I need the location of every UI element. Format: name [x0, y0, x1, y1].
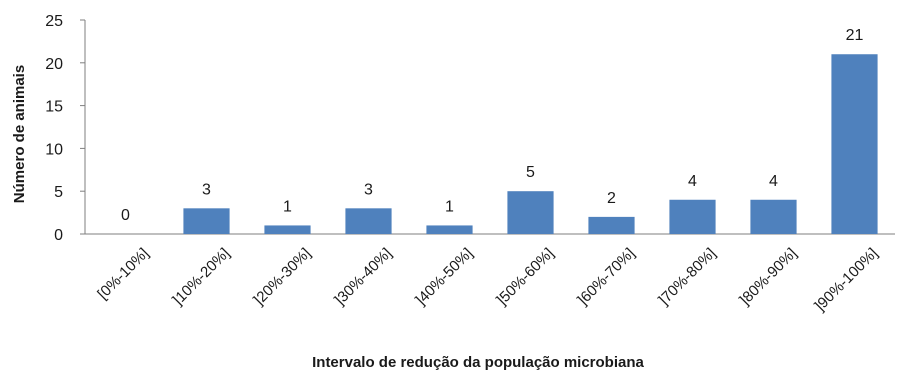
bar [507, 191, 554, 234]
x-tick-label: ]30%-40%] [331, 245, 395, 309]
y-axis-title: Número de animais [11, 65, 28, 203]
y-tick-label: 15 [45, 99, 63, 116]
data-label: 3 [364, 181, 373, 198]
x-tick-label: ]60%-70%] [574, 245, 638, 309]
bar [426, 225, 473, 234]
x-tick-label: ]50%-60%] [493, 245, 557, 309]
x-tick-label: ]10%-20%] [169, 245, 233, 309]
data-label: 21 [846, 27, 864, 44]
y-axis-ticks: 0 5 10 15 20 25 [45, 13, 85, 244]
y-tick-label: 20 [45, 56, 63, 73]
y-tick-label: 0 [54, 227, 63, 244]
y-tick-label: 25 [45, 13, 63, 30]
bar [588, 216, 635, 234]
x-tick-label: ]80%-90%] [736, 245, 800, 309]
bar [183, 208, 230, 234]
x-tick-label: [0%-10%] [94, 245, 152, 303]
data-label: 4 [688, 173, 697, 190]
x-axis-title: Intervalo de redução da população microb… [312, 354, 644, 371]
data-label: 5 [526, 164, 535, 181]
x-tick-label: ]90%-100%] [812, 245, 882, 315]
bars [183, 54, 878, 234]
data-label: 1 [445, 198, 454, 215]
bar [264, 225, 311, 234]
data-label: 3 [202, 181, 211, 198]
x-tick-label: ]20%-30%] [250, 245, 314, 309]
data-label: 2 [607, 190, 616, 207]
x-axis-ticks: [0%-10%] ]10%-20%] ]20%-30%] ]30%-40%] ]40%-… [94, 245, 881, 315]
bar [831, 54, 878, 234]
data-label: 0 [121, 207, 130, 224]
bar [669, 199, 716, 234]
y-tick-label: 10 [45, 141, 63, 158]
bar [750, 199, 797, 234]
x-tick-label: ]70%-80%] [655, 245, 719, 309]
data-label: 1 [283, 198, 292, 215]
data-labels: 0 3 1 3 1 5 2 4 4 21 [121, 27, 863, 224]
data-label: 4 [769, 173, 778, 190]
x-tick-label: ]40%-50%] [412, 245, 476, 309]
bar [345, 208, 392, 234]
y-tick-label: 5 [54, 184, 63, 201]
